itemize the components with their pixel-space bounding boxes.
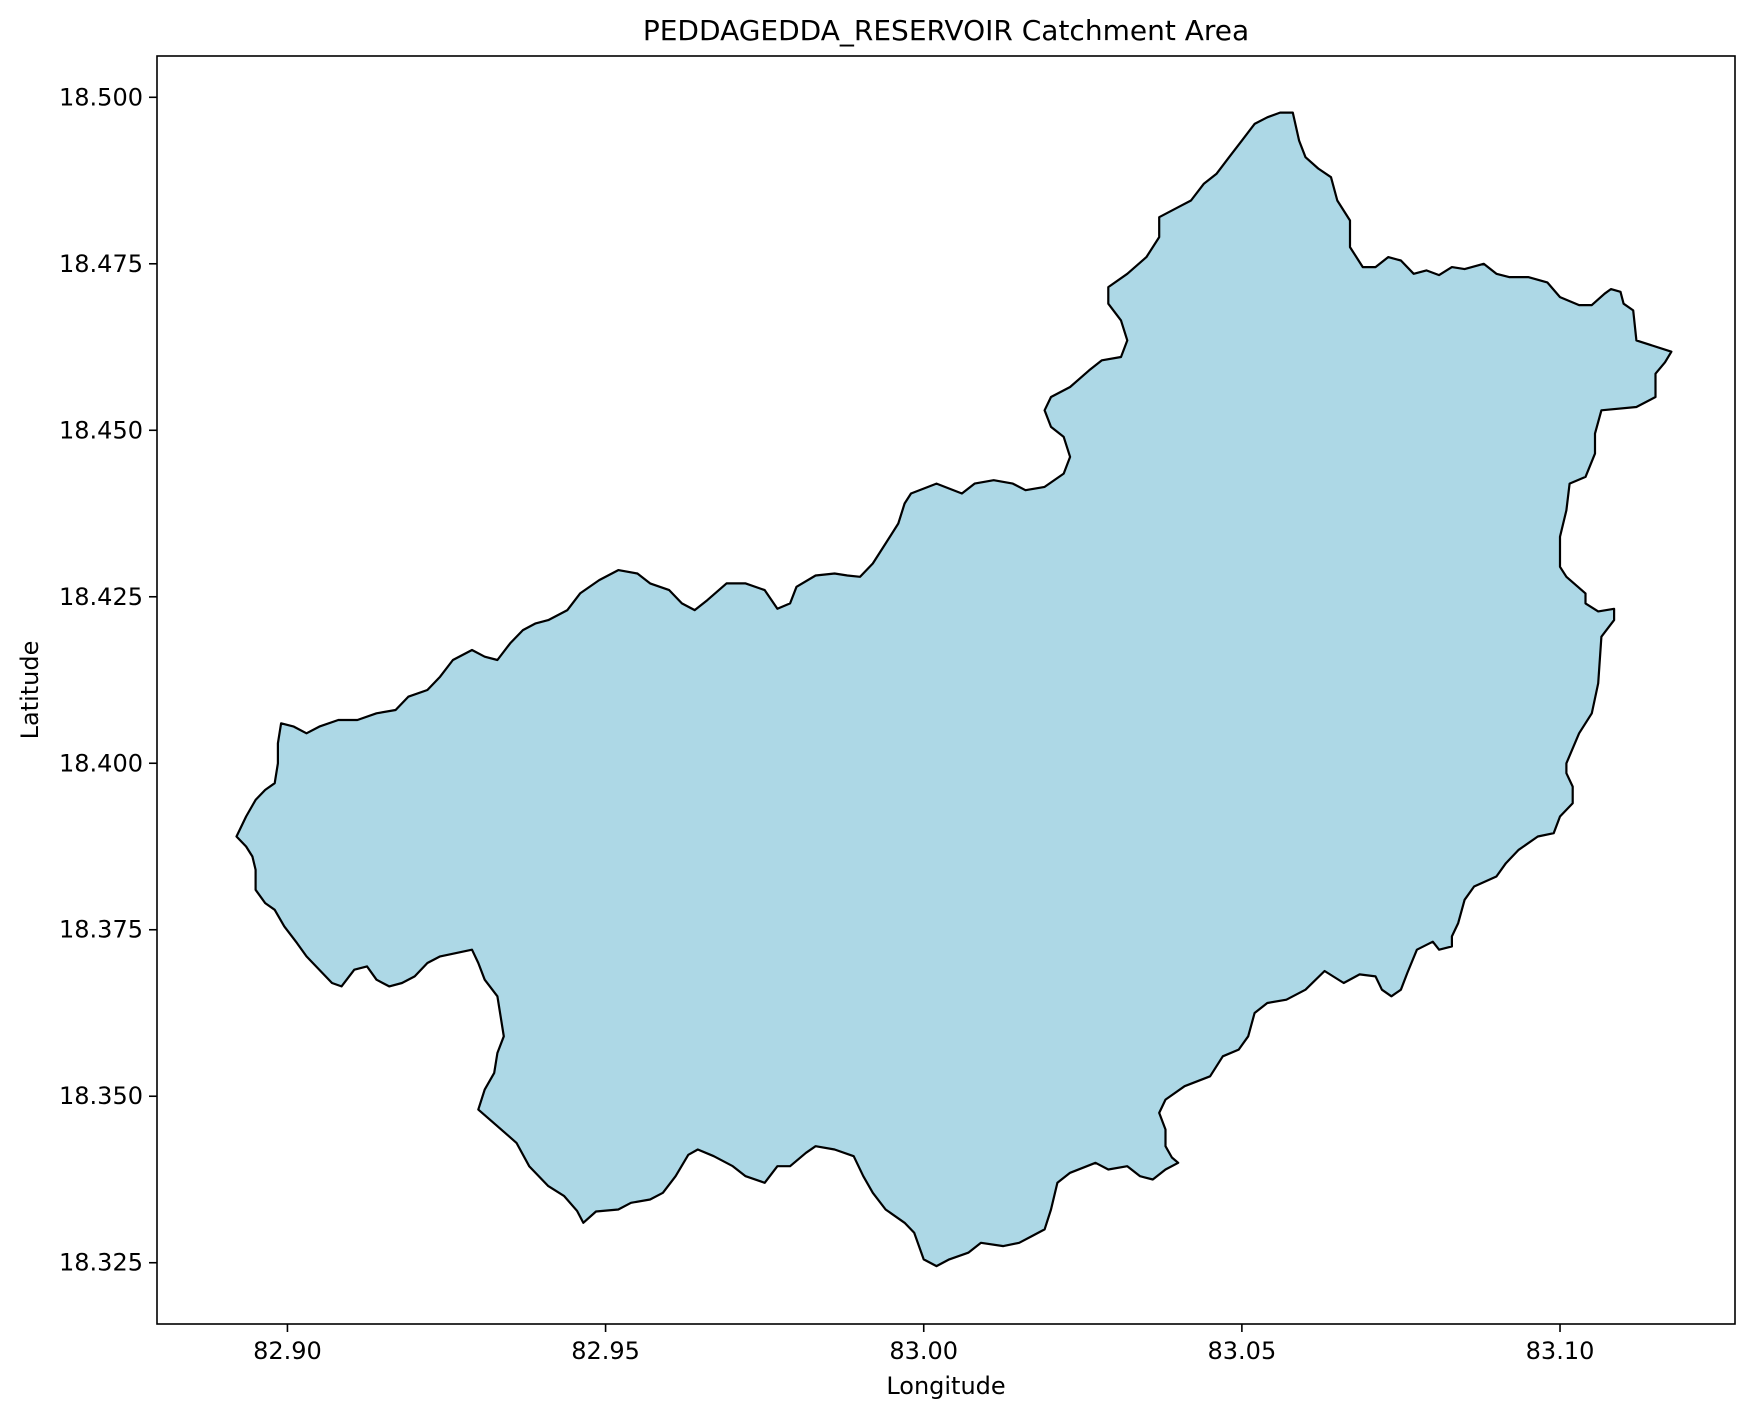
plot-frame [156,55,1736,1325]
y-tick-label: 18.325 [59,1249,143,1277]
y-tick-label: 18.350 [59,1082,143,1110]
y-tick-label: 18.400 [59,749,143,777]
x-tick-label: 83.00 [889,1337,958,1365]
y-tick-label: 18.475 [59,250,143,278]
y-tick-label: 18.375 [59,916,143,944]
x-axis-ticks: 82.90 82.95 83.00 83.05 83.10 [253,1324,1594,1365]
y-tick-label: 18.425 [59,583,143,611]
x-tick-label: 83.05 [1208,1337,1277,1365]
y-axis-label: Latitude [16,641,44,740]
x-tick-label: 83.10 [1526,1337,1595,1365]
x-axis-label: Longitude [886,1372,1005,1400]
catchment-polygon [235,111,1673,1268]
x-tick-label: 82.90 [253,1337,322,1365]
y-tick-label: 18.450 [59,416,143,444]
x-tick-label: 82.95 [571,1337,640,1365]
y-axis-ticks: 18.325 18.350 18.375 18.400 18.425 18.450 18.4… [59,83,157,1277]
y-tick-label: 18.500 [59,83,143,111]
chart-title: PEDDAGEDDA_RESERVOIR Catchment Area [643,14,1249,47]
